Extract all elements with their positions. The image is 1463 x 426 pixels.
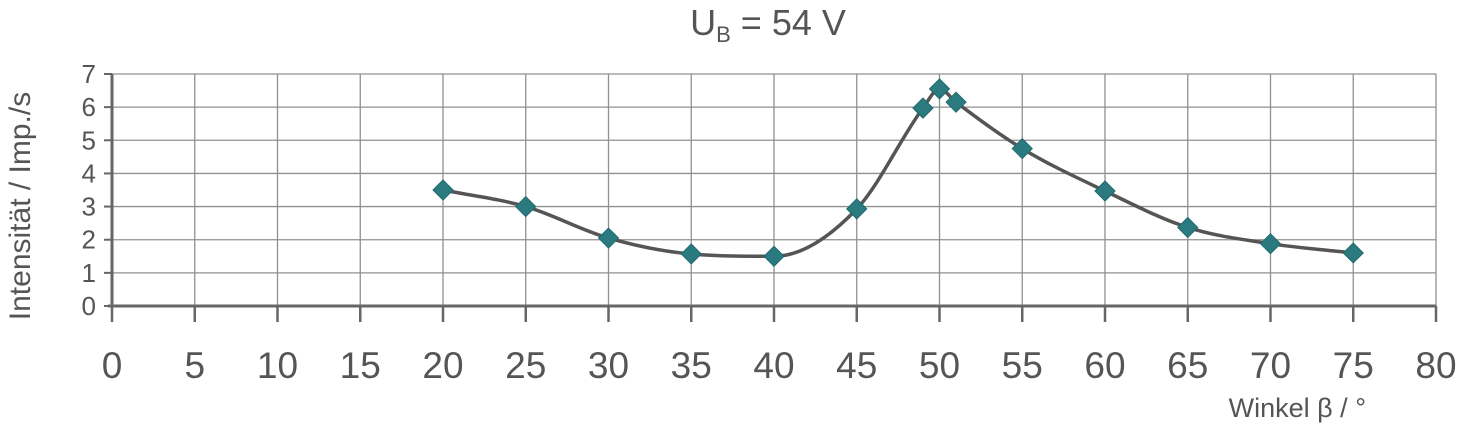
data-point xyxy=(945,91,967,113)
x-tick-label: 25 xyxy=(505,345,546,386)
data-point xyxy=(928,78,951,100)
data-point xyxy=(846,198,868,220)
x-tick-label: 10 xyxy=(257,345,298,386)
x-tick-label: 75 xyxy=(1333,345,1374,386)
x-tick-label: 60 xyxy=(1084,345,1125,386)
x-tick-label: 65 xyxy=(1167,345,1208,386)
data-point xyxy=(1177,216,1199,239)
data-point xyxy=(680,243,702,265)
data-point xyxy=(1094,180,1116,202)
x-tick-label: 45 xyxy=(836,345,877,386)
x-tick-label: 20 xyxy=(422,345,463,386)
x-tick-label: 30 xyxy=(588,345,629,386)
data-markers xyxy=(432,78,1364,267)
data-point xyxy=(763,245,785,267)
x-tick-label: 5 xyxy=(184,345,205,386)
x-tick-label: 0 xyxy=(102,345,123,386)
y-axis-label: Intensität / Imp./s xyxy=(4,92,37,320)
data-point xyxy=(1342,242,1364,264)
y-tick-label: 5 xyxy=(82,125,96,155)
data-point xyxy=(1011,137,1033,160)
chart-title: UB = 54 V xyxy=(690,2,846,47)
x-tick-label: 35 xyxy=(671,345,712,386)
data-point xyxy=(912,97,934,119)
x-tick-label: 15 xyxy=(340,345,381,386)
y-tick-label: 1 xyxy=(82,258,96,288)
y-tick-label: 6 xyxy=(82,92,96,122)
data-point xyxy=(597,227,620,249)
x-axis-label: Winkel β / ° xyxy=(1229,393,1366,423)
y-tick-label: 0 xyxy=(82,291,96,321)
series-line xyxy=(442,87,1354,259)
x-tick-label: 50 xyxy=(919,345,960,386)
x-tick-label: 40 xyxy=(753,345,794,386)
x-tick-label: 70 xyxy=(1250,345,1291,386)
y-tick-label: 7 xyxy=(82,59,96,89)
x-tick-label: 55 xyxy=(1002,345,1043,386)
y-tick-label: 4 xyxy=(82,158,96,188)
grid xyxy=(112,73,1437,306)
x-tick-label: 80 xyxy=(1415,345,1456,386)
data-point xyxy=(432,179,454,201)
data-point xyxy=(1259,232,1282,255)
y-tick-label: 2 xyxy=(82,225,96,255)
axes xyxy=(104,73,1438,322)
data-point xyxy=(515,195,537,218)
y-tick-label: 3 xyxy=(82,192,96,222)
